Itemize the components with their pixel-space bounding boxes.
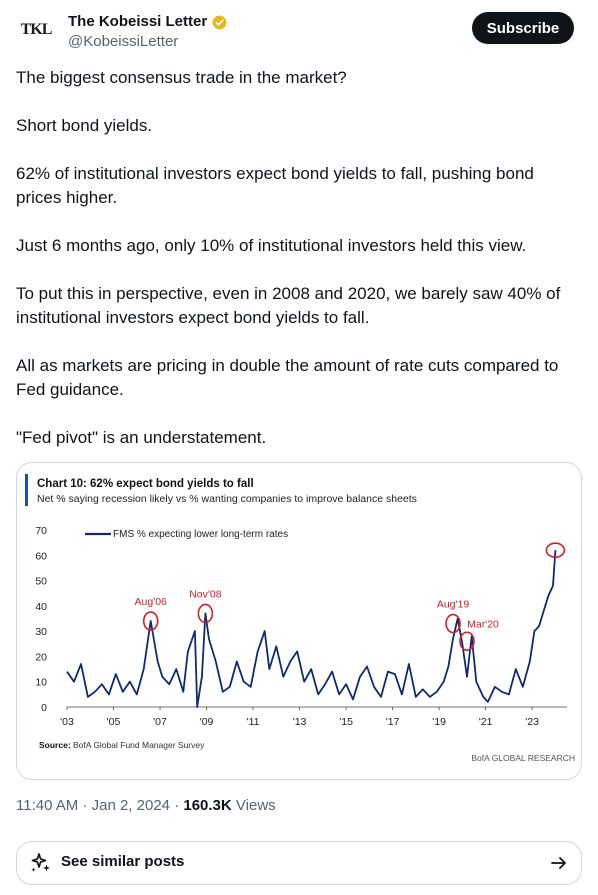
display-name[interactable]: The Kobeissi Letter: [68, 13, 208, 30]
tweet-paragraph: The biggest consensus trade in the marke…: [16, 68, 347, 87]
verified-gold-badge-icon: [212, 14, 228, 30]
x-tick-label: '09: [200, 716, 214, 728]
user-handle[interactable]: @KobeissiLetter: [68, 33, 179, 50]
avatar[interactable]: TKL: [16, 12, 56, 52]
chart-image-card[interactable]: Chart 10: 62% expect bond yields to fall…: [16, 462, 582, 780]
y-tick-label: 60: [35, 550, 47, 562]
see-similar-posts-button[interactable]: See similar posts: [16, 841, 582, 885]
source-text: BofA Global Fund Manager Survey: [73, 740, 205, 750]
views-label: Views: [235, 797, 276, 814]
source-label: Source:: [39, 740, 71, 750]
tweet-text: The biggest consensus trade in the marke…: [16, 66, 582, 474]
tweet-paragraph: "Fed pivot" is an understatement.: [16, 428, 267, 447]
sparkle-icon: [31, 853, 50, 872]
annotation-label: Aug'19: [437, 599, 470, 611]
subscribe-button[interactable]: Subscribe: [472, 12, 574, 44]
legend-label: FMS % expecting lower long-term rates: [113, 529, 288, 540]
x-tick-label: '17: [386, 716, 400, 728]
tweet-paragraph: To put this in perspective, even in 2008…: [16, 284, 561, 327]
views-count[interactable]: 160.3K: [183, 797, 232, 814]
y-tick-label: 50: [35, 576, 47, 588]
meta-separator: ·: [174, 797, 180, 814]
x-tick-label: '13: [293, 716, 307, 728]
tweet-paragraph: Short bond yields.: [16, 116, 153, 135]
annotations: Aug'06 Nov'08 Aug'19 Mar'20: [135, 542, 566, 652]
tweet-paragraph: 62% of institutional investors expect bo…: [16, 164, 534, 207]
chart-subtitle: Net % saying recession likely vs % wanti…: [37, 493, 417, 505]
annotation-circle: [459, 631, 475, 652]
bond-yield-chart: Chart 10: 62% expect bond yields to fall…: [25, 474, 575, 763]
y-tick-label: 20: [35, 651, 47, 663]
series-line: [66, 550, 557, 708]
post-meta: 11:40 AM · Jan 2, 2024 · 160.3K Views: [16, 796, 276, 816]
x-tick-label: '07: [153, 716, 167, 728]
tweet-paragraph: All as markets are pricing in double the…: [16, 356, 559, 399]
y-axis: 0 10 20 30 40 50 60 70: [35, 525, 47, 714]
x-tick-label: '03: [60, 716, 74, 728]
y-tick-label: 10: [35, 677, 47, 689]
y-tick-label: 70: [35, 525, 47, 537]
x-tick-label: '21: [479, 716, 493, 728]
meta-separator: ·: [82, 797, 88, 814]
annotation-circle: [445, 613, 461, 634]
annotation-circle: [197, 603, 214, 624]
latest-value-circle: [545, 542, 566, 559]
brand-label: BofA GLOBAL RESEARCH: [471, 753, 575, 763]
avatar-subline-decoration: [35, 38, 36, 42]
title-accent-bar: [25, 474, 28, 506]
x-tick-label: '05: [107, 716, 121, 728]
see-similar-posts-label: See similar posts: [61, 853, 185, 870]
annotation-label: Aug'06: [135, 596, 168, 608]
annotation-label: Nov'08: [189, 588, 222, 600]
author-names: The Kobeissi Letter @KobeissiLetter: [68, 12, 228, 52]
tweet-paragraph: Just 6 months ago, only 10% of instituti…: [16, 236, 527, 255]
x-tick-label: '15: [339, 716, 353, 728]
x-tick-label: '23: [525, 716, 539, 728]
post-time[interactable]: 11:40 AM: [16, 797, 79, 814]
post-date[interactable]: Jan 2, 2024: [91, 797, 171, 814]
y-tick-label: 40: [35, 601, 47, 613]
post-header: TKL The Kobeissi Letter @KobeissiLetter …: [16, 10, 582, 54]
y-tick-label: 0: [41, 702, 47, 714]
annotation-label: Mar'20: [467, 618, 499, 630]
annotation-circle: [142, 611, 159, 631]
arrow-right-icon: [551, 857, 566, 869]
x-tick-label: '11: [247, 716, 260, 728]
y-tick-label: 30: [35, 626, 47, 638]
x-axis: '03 '05 '07 '09 '11 '13 '15 '17 '19 '21 '23: [60, 706, 567, 728]
x-tick-label: '19: [432, 716, 446, 728]
chart-title: Chart 10: 62% expect bond yields to fall: [37, 478, 254, 490]
avatar-monogram: TKL: [20, 21, 53, 38]
